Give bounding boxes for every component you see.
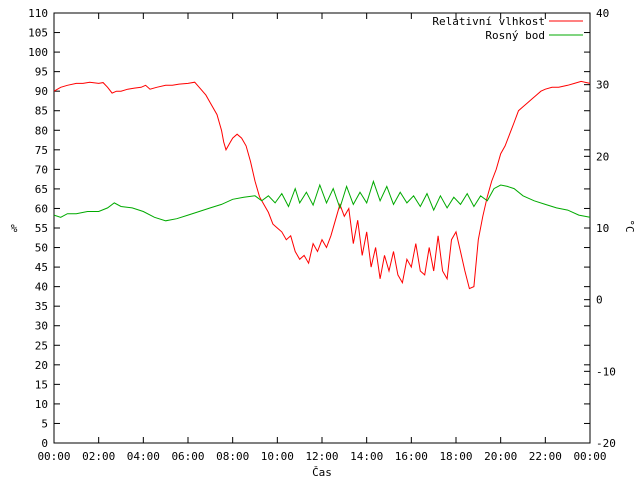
x-axis-ticks: 00:00 02:00 04:00 06:00 08:00 10:00 12:00 14:00… xyxy=(37,13,607,463)
x-tick-label: 12:00 xyxy=(305,450,338,463)
x-axis-label: Čas xyxy=(312,466,332,479)
y-tick-label-left: 25 xyxy=(35,339,48,352)
y-tick-label-left: 60 xyxy=(35,202,48,215)
y-tick-label-left: 20 xyxy=(35,359,48,372)
y-tick-label-left: 70 xyxy=(35,163,48,176)
y-tick-label-left: 10 xyxy=(35,398,48,411)
y-tick-label-right: -10 xyxy=(596,365,616,378)
y-tick-label-left: 110 xyxy=(28,7,48,20)
y-tick-label-left: 85 xyxy=(35,105,48,118)
left-axis-ticks: 0 5 10 15 20 25 30 35 40 45 50 55 60 65 70 75 80 85 90 95 10… xyxy=(28,7,590,450)
x-tick-label: 04:00 xyxy=(127,450,160,463)
legend: Relativní vlhkost Rosný bod xyxy=(432,15,583,42)
humidity-line xyxy=(53,80,591,290)
y-axis-label-left: % xyxy=(11,222,18,235)
x-tick-label: 00:00 xyxy=(37,450,70,463)
right-axis-ticks: -20 -10 0 10 20 30 40 xyxy=(584,7,616,450)
x-tick-label: 02:00 xyxy=(82,450,115,463)
series-group xyxy=(53,80,591,290)
y-tick-label-left: 45 xyxy=(35,261,48,274)
y-tick-label-left: 80 xyxy=(35,124,48,137)
y-tick-label-left: 55 xyxy=(35,222,48,235)
y-axis-label-right: °C xyxy=(623,219,636,232)
x-tick-label: 08:00 xyxy=(216,450,249,463)
x-tick-label: 14:00 xyxy=(350,450,383,463)
x-tick-label: 18:00 xyxy=(439,450,472,463)
dewpoint-line xyxy=(53,179,591,222)
x-tick-label: 20:00 xyxy=(484,450,517,463)
y-tick-label-left: 0 xyxy=(41,437,48,450)
y-tick-label-left: 95 xyxy=(35,66,48,79)
y-tick-label-right: -20 xyxy=(596,437,616,450)
x-tick-label: 10:00 xyxy=(261,450,294,463)
y-tick-label-right: 30 xyxy=(596,79,609,92)
x-tick-label: 00:00 xyxy=(573,450,606,463)
y-tick-label-left: 50 xyxy=(35,242,48,255)
y-tick-label-left: 75 xyxy=(35,144,48,157)
y-tick-label-right: 40 xyxy=(596,7,609,20)
y-tick-label-left: 65 xyxy=(35,183,48,196)
y-tick-label-left: 40 xyxy=(35,281,48,294)
y-tick-label-left: 35 xyxy=(35,300,48,313)
y-tick-label-left: 90 xyxy=(35,85,48,98)
y-tick-label-left: 105 xyxy=(28,27,48,40)
y-tick-label-left: 5 xyxy=(41,417,48,430)
y-tick-label-right: 10 xyxy=(596,222,609,235)
y-tick-label-right: 20 xyxy=(596,150,609,163)
y-tick-label-right: 0 xyxy=(596,294,603,307)
legend-label-humidity: Relativní vlhkost xyxy=(432,15,545,28)
x-tick-label: 06:00 xyxy=(171,450,204,463)
x-tick-label: 16:00 xyxy=(395,450,428,463)
legend-label-dewpoint: Rosný bod xyxy=(485,29,545,42)
y-tick-label-left: 15 xyxy=(35,378,48,391)
y-tick-label-left: 100 xyxy=(28,46,48,59)
x-tick-label: 22:00 xyxy=(529,450,562,463)
y-tick-label-left: 30 xyxy=(35,320,48,333)
plot-frame xyxy=(53,12,591,444)
